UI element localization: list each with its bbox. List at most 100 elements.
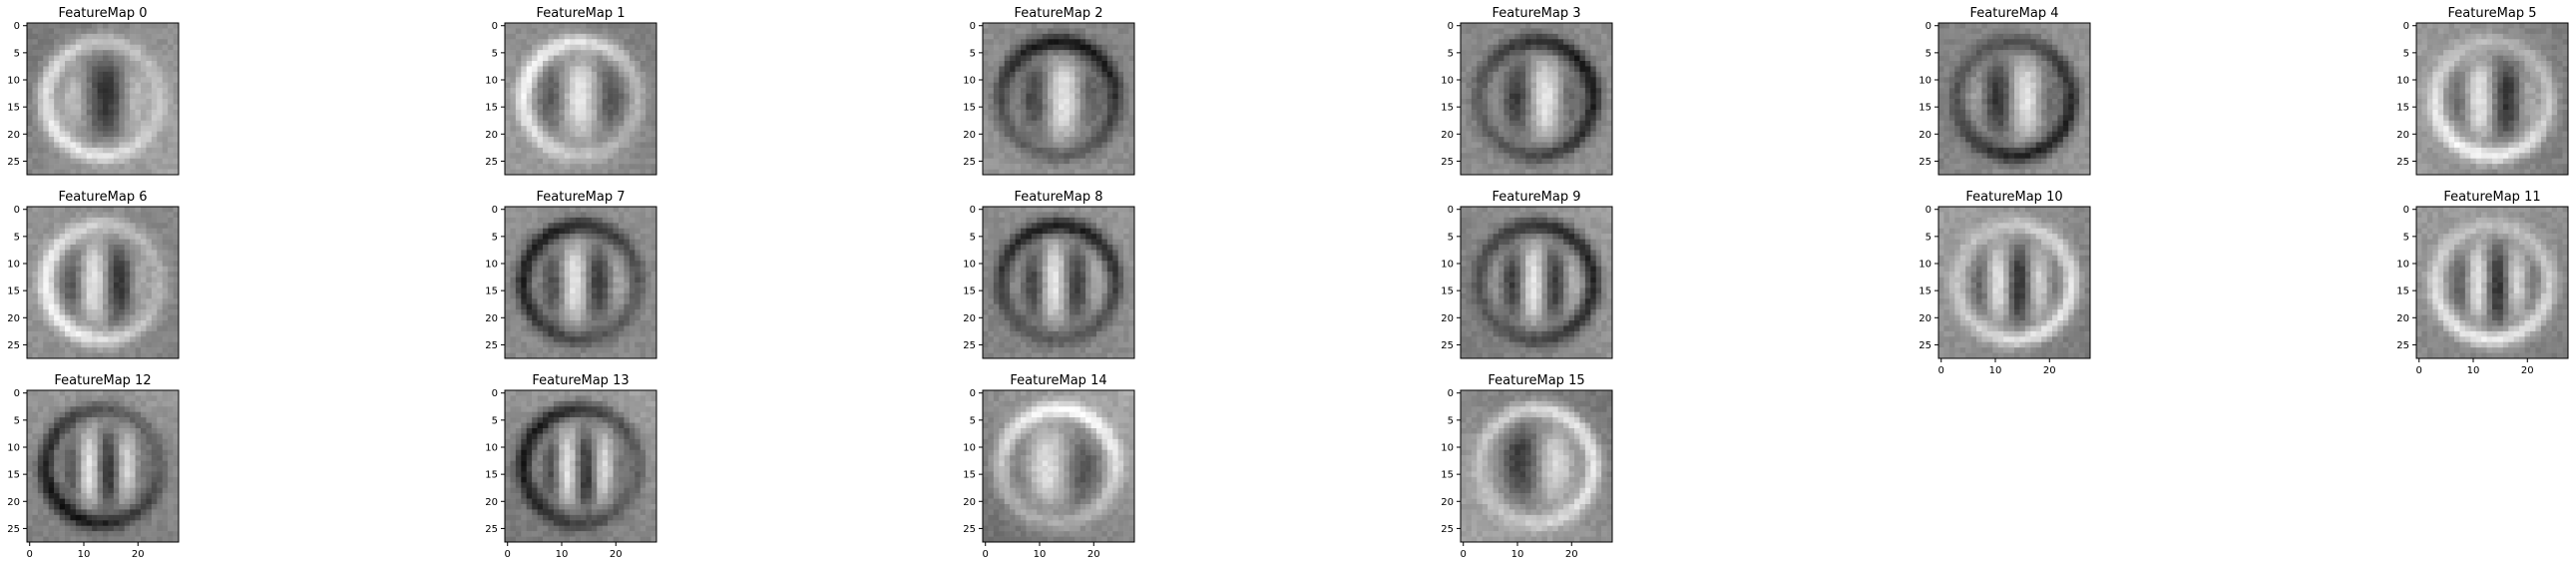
x-tick-label: 20 [2521, 365, 2534, 376]
panel-title: FeatureMap 12 [54, 373, 151, 388]
y-tick-label: 25 [1441, 340, 1454, 351]
feature-map-image-7 [505, 207, 657, 359]
x-tick-label: 20 [2043, 365, 2056, 376]
y-tick-label: 0 [1448, 205, 1454, 216]
feature-map-panel-1: FeatureMap 1 0 5 10 15 20 25 [485, 6, 657, 176]
y-tick-label: 20 [963, 313, 976, 324]
y-tick-label: 5 [1448, 48, 1454, 59]
y-tick-label: 10 [7, 443, 20, 454]
y-tick-label: 20 [2396, 313, 2409, 324]
y-tick-label: 10 [963, 76, 976, 87]
y-tick-label: 20 [963, 130, 976, 141]
panel-title: FeatureMap 5 [2448, 6, 2537, 21]
y-tick-label: 20 [7, 130, 20, 141]
y-tick-label: 0 [970, 388, 976, 399]
y-tick-label: 20 [1441, 313, 1454, 324]
axes-frame [1460, 206, 1613, 359]
x-tick-label: 20 [1087, 549, 1100, 560]
axes-frame [1937, 22, 2091, 176]
y-tick-label: 10 [1441, 443, 1454, 454]
axes-frame [1460, 22, 1613, 176]
y-tick-label: 25 [7, 524, 20, 535]
x-tick-label: 10 [1511, 549, 1524, 560]
y-tick-label: 0 [1448, 21, 1454, 32]
feature-map-panel-3: FeatureMap 3 0 5 10 15 20 25 [1441, 6, 1613, 176]
panel-title: FeatureMap 2 [1015, 6, 1103, 21]
feature-map-panel-13: FeatureMap 13 0 5 10 15 20 25 0 10 20 [485, 373, 657, 560]
y-tick-label: 0 [492, 21, 498, 32]
y-tick-label: 15 [963, 103, 976, 114]
y-tick-label: 25 [963, 157, 976, 168]
y-tick-label: 15 [7, 103, 20, 114]
y-tick-label: 10 [485, 260, 498, 271]
y-tick-label: 20 [485, 130, 498, 141]
y-tick-label: 25 [7, 340, 20, 351]
x-tick-label: 20 [1565, 549, 1578, 560]
x-tick-label: 0 [1461, 549, 1467, 560]
panel-title: FeatureMap 9 [1493, 190, 1581, 205]
feature-map-image-4 [1938, 23, 2091, 176]
y-tick-label: 5 [1926, 232, 1932, 243]
x-tick-label: 0 [1938, 365, 1944, 376]
panel-title: FeatureMap 6 [59, 190, 148, 205]
y-tick-label: 0 [970, 205, 976, 216]
y-tick-label: 10 [2396, 76, 2409, 87]
y-tick-label: 15 [1441, 470, 1454, 481]
y-tick-label: 15 [1919, 103, 1932, 114]
y-tick-label: 0 [1926, 21, 1932, 32]
feature-map-panel-15: FeatureMap 15 0 5 10 15 20 25 0 10 20 [1441, 373, 1613, 560]
panel-title: FeatureMap 14 [1010, 373, 1106, 388]
y-tick-label: 5 [1448, 232, 1454, 243]
x-tick-label: 10 [1989, 365, 2002, 376]
axes-frame [26, 389, 180, 543]
feature-map-panel-9: FeatureMap 9 0 5 10 15 20 25 [1441, 190, 1613, 359]
x-tick-label: 10 [2467, 365, 2480, 376]
feature-map-panel-2: FeatureMap 2 0 5 10 15 20 25 [963, 6, 1135, 176]
panel-title: FeatureMap 13 [532, 373, 629, 388]
y-tick-label: 20 [1919, 130, 1932, 141]
feature-map-image-9 [1461, 207, 1613, 359]
x-tick-label: 0 [27, 549, 33, 560]
feature-map-panel-10: FeatureMap 10 0 5 10 15 20 25 0 10 20 [1919, 190, 2091, 376]
y-tick-label: 0 [970, 21, 976, 32]
axes-frame [504, 22, 657, 176]
y-tick-label: 20 [1441, 497, 1454, 508]
y-tick-label: 10 [1441, 76, 1454, 87]
y-tick-label: 10 [485, 443, 498, 454]
y-tick-label: 25 [485, 340, 498, 351]
y-tick-label: 10 [1441, 260, 1454, 271]
y-tick-label: 10 [963, 260, 976, 271]
y-tick-label: 25 [1441, 157, 1454, 168]
y-tick-label: 0 [14, 388, 20, 399]
axes-frame [504, 389, 657, 543]
panel-title: FeatureMap 4 [1970, 6, 2059, 21]
panel-title: FeatureMap 0 [59, 6, 148, 21]
feature-map-panel-11: FeatureMap 11 0 5 10 15 20 25 0 10 20 [2396, 190, 2569, 376]
y-tick-label: 5 [970, 48, 976, 59]
y-tick-label: 5 [1926, 48, 1932, 59]
feature-map-panel-14: FeatureMap 14 0 5 10 15 20 25 0 10 20 [963, 373, 1135, 560]
x-tick-label: 0 [505, 549, 511, 560]
feature-map-image-5 [2416, 23, 2569, 176]
x-tick-label: 20 [610, 549, 623, 560]
feature-map-panel-6: FeatureMap 6 0 5 10 15 20 25 [7, 190, 180, 359]
y-tick-label: 5 [2403, 48, 2409, 59]
x-tick-label: 0 [983, 549, 989, 560]
feature-map-image-6 [27, 207, 180, 359]
y-tick-label: 15 [1441, 103, 1454, 114]
y-tick-label: 20 [485, 497, 498, 508]
y-tick-label: 10 [7, 260, 20, 271]
feature-map-image-15 [1461, 390, 1613, 543]
y-tick-label: 10 [963, 443, 976, 454]
y-tick-label: 25 [485, 157, 498, 168]
y-tick-label: 5 [1448, 415, 1454, 426]
panel-title: FeatureMap 11 [2443, 190, 2540, 205]
feature-map-image-0 [27, 23, 180, 176]
feature-map-image-10 [1938, 207, 2091, 359]
feature-map-panel-0: FeatureMap 0 0 5 10 15 20 25 [7, 6, 180, 176]
y-tick-label: 5 [492, 48, 498, 59]
y-tick-label: 0 [2403, 205, 2409, 216]
panel-title: FeatureMap 10 [1965, 190, 2062, 205]
panel-title: FeatureMap 7 [537, 190, 626, 205]
